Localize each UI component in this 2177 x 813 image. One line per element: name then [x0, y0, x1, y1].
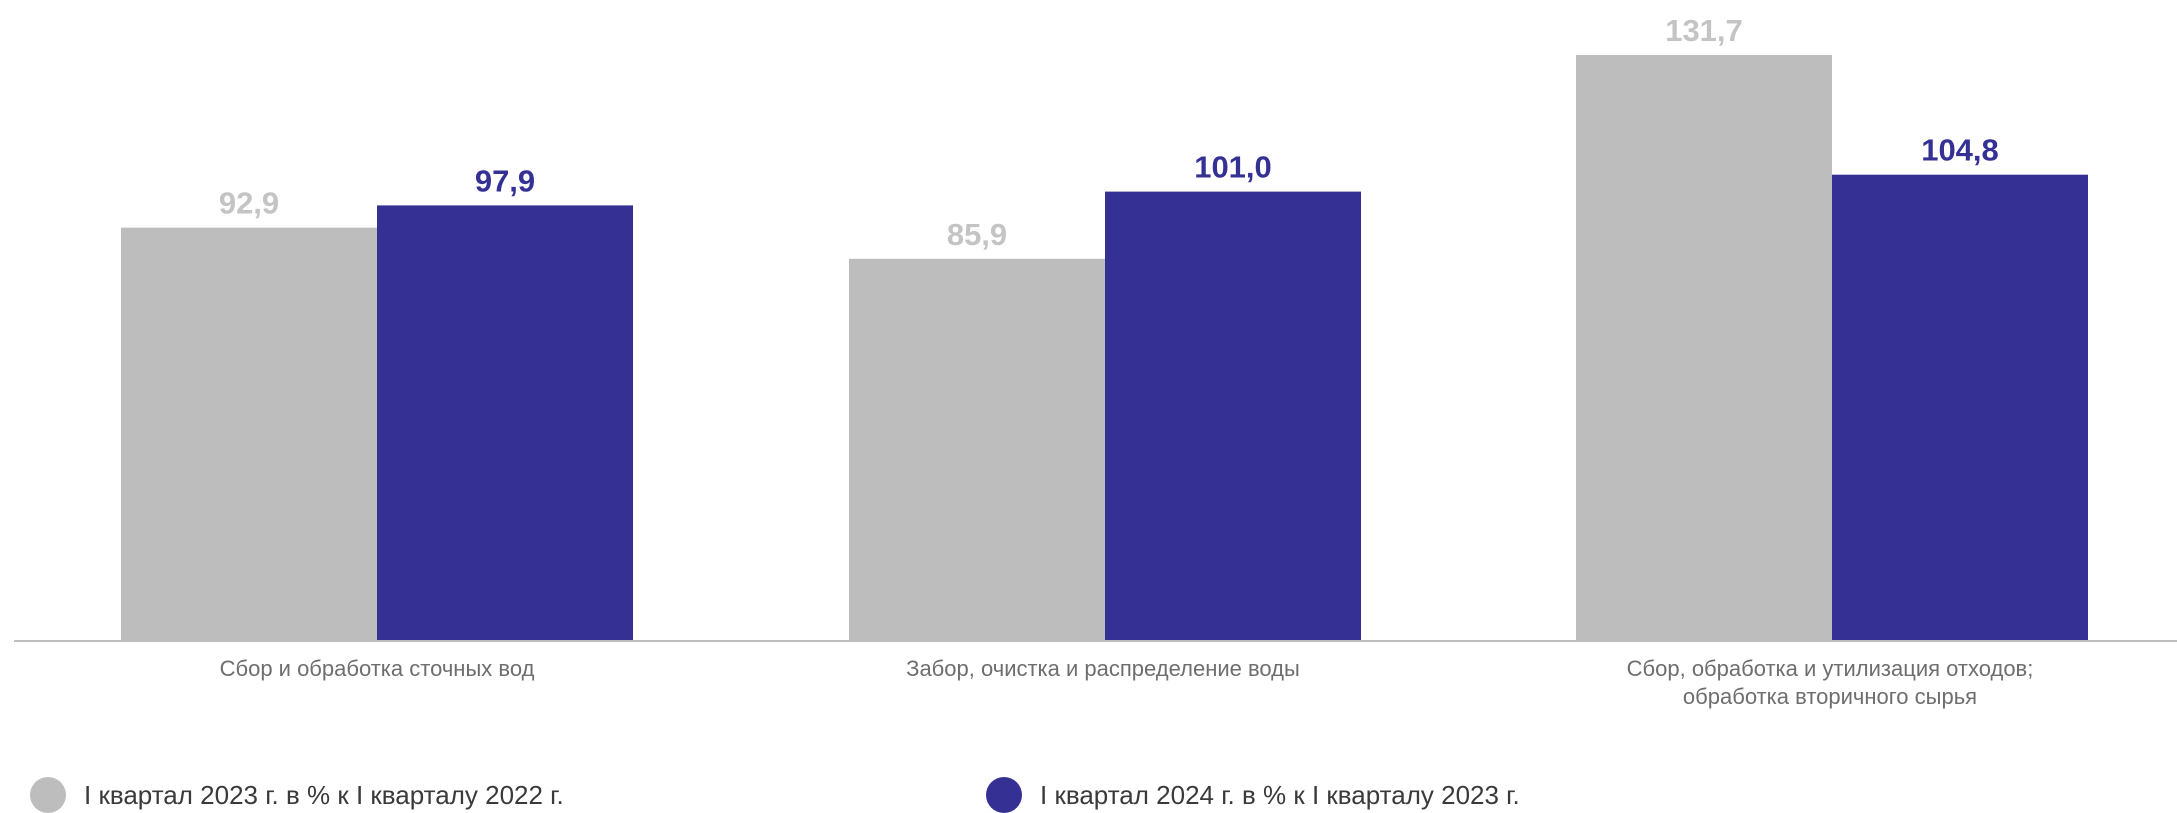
bar-value-label: 97,9 — [475, 163, 535, 198]
legend-swatch-icon — [30, 777, 66, 813]
category-label-line: обработка вторичного сырья — [1682, 684, 1978, 709]
category-label-line: Сбор, обработка и утилизация отходов; — [1626, 656, 2034, 681]
bars-group — [121, 55, 2088, 642]
bar-value-label: 92,9 — [219, 186, 279, 221]
bar-2023-0 — [121, 227, 377, 641]
legend-item-2024: I квартал 2024 г. в % к I кварталу 2023 … — [986, 777, 1520, 813]
legend-swatch-icon — [986, 777, 1022, 813]
legend-label: I квартал 2024 г. в % к I кварталу 2023 … — [1040, 779, 1520, 810]
bar-2023-2 — [1576, 55, 1832, 641]
bar-2024-1 — [1105, 191, 1361, 641]
bar-2024-2 — [1832, 174, 2088, 642]
bar-2024-0 — [377, 205, 633, 641]
bar-value-label: 101,0 — [1194, 150, 1272, 185]
bar-value-label: 131,7 — [1665, 13, 1743, 48]
legend-label: I квартал 2023 г. в % к I кварталу 2022 … — [84, 779, 564, 810]
category-label: Сбор и обработка сточных вод — [219, 656, 535, 681]
legend-item-2023: I квартал 2023 г. в % к I кварталу 2022 … — [30, 777, 564, 813]
category-label: Забор, очистка и распределение воды — [906, 656, 1300, 681]
bar-2023-1 — [849, 258, 1105, 641]
value-labels-group: 92,9 97,9 85,9 101,0 131,7 104,8 — [219, 13, 1999, 252]
category-label: Сбор, обработка и утилизация отходов; обр… — [1520, 655, 2140, 711]
bar-value-label: 85,9 — [947, 217, 1007, 252]
bar-value-label: 104,8 — [1921, 133, 1999, 168]
